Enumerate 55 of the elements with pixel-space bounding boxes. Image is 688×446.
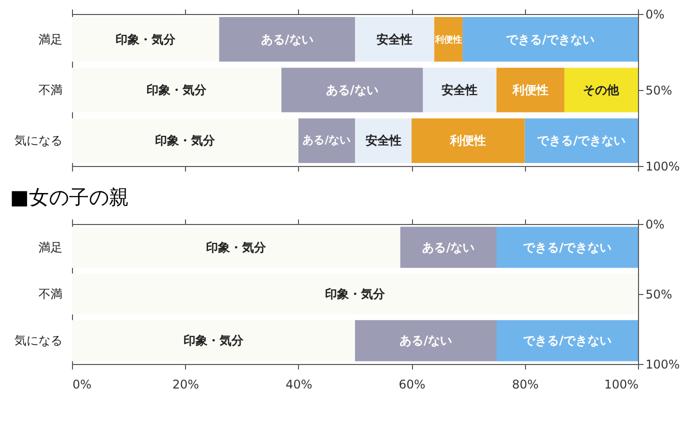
bar (355, 118, 412, 163)
text: 印象・気分 (146, 83, 207, 97)
y2-tick-label: 0% (646, 218, 665, 232)
text: ある/ない (260, 32, 314, 46)
bar (72, 17, 220, 62)
bar (355, 17, 434, 62)
text: ある/ない (400, 334, 452, 348)
y2-tick-label: 50% (646, 288, 672, 302)
text: 印象・気分 (325, 287, 385, 301)
x-tick-label: 80% (512, 378, 539, 392)
x-tick-label: 20% (172, 378, 200, 392)
series-label: 安全性 (365, 134, 402, 148)
bar (496, 68, 564, 112)
series-label: 利便性 (434, 34, 462, 46)
x-tick-label: 60% (398, 378, 426, 392)
y2-tick-label: 0% (646, 8, 665, 22)
bar (72, 118, 298, 163)
text: 印象・気分 (116, 32, 176, 46)
x-tick-label: 0% (72, 378, 92, 392)
bar (462, 17, 638, 62)
series-label: ある/ない (302, 134, 351, 147)
bar (72, 68, 282, 112)
text: 安全性 (376, 32, 413, 46)
y-tick-label: 満足 (38, 32, 62, 46)
bar (298, 118, 355, 163)
x-tick-label: 40% (286, 378, 312, 392)
bar (412, 118, 525, 163)
y-tick-label: 気になる (14, 134, 62, 148)
text: できる/できない (523, 334, 612, 348)
bar (422, 68, 496, 112)
y-tick-label: 満足 (38, 240, 62, 254)
y-tick-label: 不満 (38, 83, 62, 97)
x-tick-label: 100% (604, 378, 638, 392)
series-label: 印象・気分 (155, 134, 216, 148)
y2-tick-label: 50% (646, 84, 672, 98)
bar (564, 68, 638, 112)
text: 利便性 (512, 83, 548, 97)
text: 安全性 (442, 83, 478, 97)
series-label: その他 (583, 83, 620, 97)
bar (219, 17, 355, 62)
bar (281, 68, 423, 112)
y-tick-label: 不満 (38, 287, 62, 301)
chart-title: ■女の子の親 (10, 185, 129, 209)
text: 利便性 (450, 134, 486, 148)
series-label: できる/できない (537, 134, 626, 148)
text: ある/ない (326, 83, 378, 97)
bar (524, 118, 638, 163)
series-label: ある/ない (422, 240, 475, 254)
series-label: できる/できない (523, 240, 612, 254)
y-tick-label: 気になる (14, 334, 62, 348)
series-label: 印象・気分 (206, 240, 268, 254)
y2-tick-label: 100% (646, 358, 680, 372)
text: 印象・気分 (184, 334, 244, 348)
y2-tick-label: 100% (646, 160, 680, 174)
text: できる/できない (506, 32, 594, 46)
